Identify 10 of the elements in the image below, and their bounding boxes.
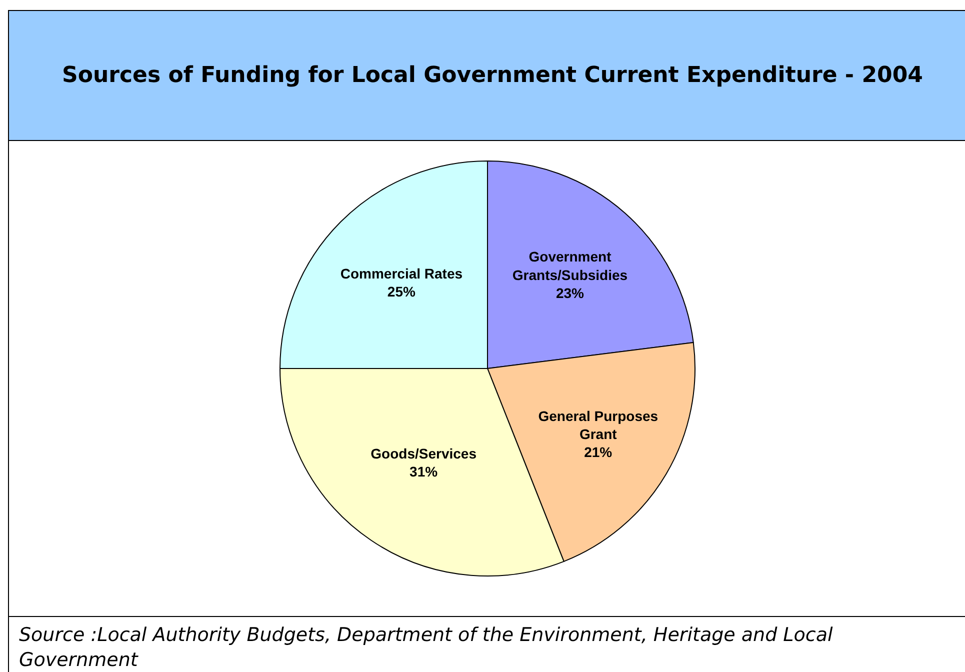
- data-label: 31%: [410, 464, 438, 480]
- source-note: Source :Local Authority Budgets, Department of the Environment, Heritage and Local Government: [9, 616, 965, 672]
- slice-label: Commercial Rates: [340, 265, 463, 282]
- chart-title: Sources of Funding for Local Government Current Expenditure - 2004: [9, 11, 965, 141]
- data-label: 25%: [387, 284, 416, 300]
- slice-label: General Purposes Grant: [538, 408, 658, 442]
- slice-label: Goods/Services: [370, 445, 477, 462]
- data-label: 23%: [556, 285, 585, 302]
- data-label: 21%: [584, 444, 613, 460]
- slice-label: Government Grants/Subsidies: [512, 248, 628, 283]
